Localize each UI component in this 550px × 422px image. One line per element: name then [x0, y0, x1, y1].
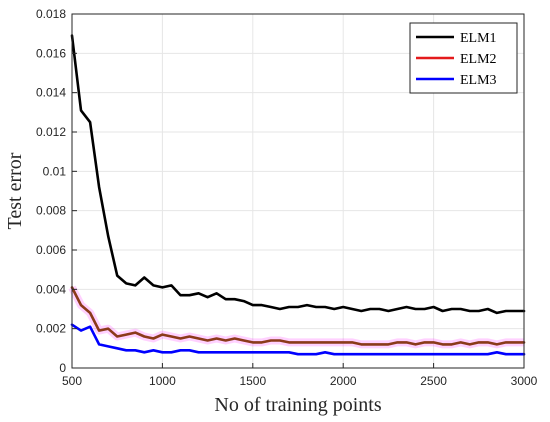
- series-layer: [68, 34, 526, 356]
- x-tick-label: 1000: [149, 374, 176, 388]
- legend-label-elm2: ELM2: [460, 52, 497, 67]
- x-tick-label: 2500: [420, 374, 447, 388]
- series-line-elm2: [70, 286, 526, 346]
- legend: ELM1 ELM2 ELM3: [409, 22, 518, 94]
- series-line-elm1: [70, 34, 526, 315]
- y-tick-label: 0: [59, 361, 66, 375]
- x-tick-label: 2000: [330, 374, 357, 388]
- y-tick-label: 0.004: [36, 282, 66, 296]
- y-tick-label: 0.002: [36, 322, 66, 336]
- series-line-elm3: [70, 323, 526, 356]
- legend-label-elm3: ELM3: [460, 73, 497, 88]
- x-tick-label: 3000: [511, 374, 538, 388]
- x-tick-label: 1500: [239, 374, 266, 388]
- x-axis-label: No of training points: [214, 394, 381, 416]
- y-tick-label: 0.016: [36, 46, 66, 60]
- y-tick-label: 0.014: [36, 86, 66, 100]
- y-tick-label: 0.01: [43, 164, 67, 178]
- y-axis-ticks: 0 0.002 0.004 0.006 0.008 0.01 0.012 0.014 0.016…: [36, 7, 77, 375]
- y-tick-label: 0.012: [36, 125, 66, 139]
- y-tick-label: 0.006: [36, 243, 66, 257]
- plot-frame: [71, 13, 525, 369]
- y-tick-label: 0.008: [36, 204, 66, 218]
- y-axis-label: Test error: [4, 152, 26, 229]
- x-tick-label: 500: [62, 374, 82, 388]
- legend-label-elm1: ELM1: [460, 31, 497, 46]
- y-tick-label: 0.018: [36, 7, 66, 21]
- grid: [71, 13, 525, 369]
- x-axis-ticks: 500 1000 1500 2000 2500 3000: [62, 363, 538, 388]
